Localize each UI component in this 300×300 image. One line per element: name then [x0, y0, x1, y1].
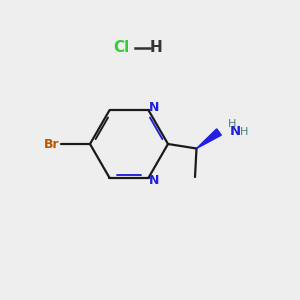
Text: H: H	[240, 127, 248, 137]
Text: H: H	[150, 40, 162, 56]
Polygon shape	[196, 129, 221, 148]
Text: Br: Br	[44, 137, 60, 151]
Text: H: H	[228, 118, 237, 129]
Text: N: N	[230, 125, 241, 139]
Text: N: N	[149, 101, 159, 114]
Text: N: N	[149, 174, 159, 187]
Text: Cl: Cl	[113, 40, 130, 56]
